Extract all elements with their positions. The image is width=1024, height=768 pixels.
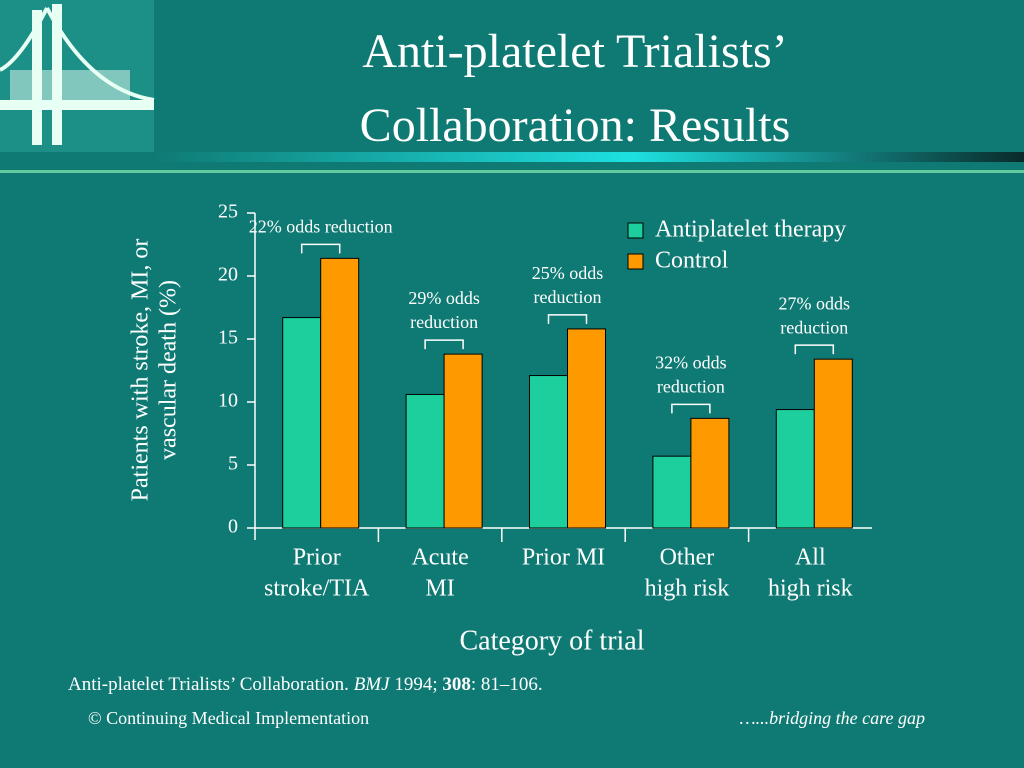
bar	[652, 455, 692, 529]
y-tick-label: 15	[218, 327, 238, 349]
y-tick-label: 20	[218, 264, 238, 286]
reduction-bracket	[300, 243, 341, 254]
annotation: 29% odds	[408, 288, 480, 308]
x-tick-label: high risk	[645, 576, 730, 602]
bar	[405, 393, 445, 529]
annotation: reduction	[657, 377, 725, 397]
title-line: Collaboration: Results	[360, 99, 791, 152]
bar	[320, 257, 360, 529]
citation-text: 1994;	[390, 674, 443, 695]
reduction-bracket	[794, 344, 835, 355]
reduction-bracket	[547, 314, 588, 324]
bar	[567, 328, 606, 529]
bar	[775, 409, 815, 529]
legend-swatch	[627, 222, 644, 239]
bar	[282, 317, 322, 529]
x-tick-label: Acute	[411, 545, 468, 571]
y-tick-label: 10	[218, 390, 238, 412]
citation-journal: BMJ	[354, 674, 391, 695]
legend-swatch	[627, 253, 644, 270]
annotation: reduction	[410, 312, 478, 332]
x-tick-label: All	[795, 545, 826, 571]
y-label-line: vascular death (%)	[156, 280, 182, 460]
citation-volume: 308	[442, 674, 471, 695]
bar	[443, 353, 483, 529]
citation-text: Anti-platelet Trialists’ Collaboration.	[68, 674, 354, 695]
annotation: reduction	[780, 317, 848, 337]
annotation: 32% odds	[655, 353, 727, 373]
x-tick-label: Prior	[293, 545, 341, 571]
y-tick-label: 0	[228, 516, 238, 538]
bar	[690, 417, 730, 529]
reduction-bracket	[671, 403, 711, 414]
header-rule	[0, 170, 1024, 173]
legend-label: Control	[655, 248, 729, 274]
y-label: Patients with stroke, MI, or vascular de…	[128, 239, 182, 502]
x-tick-label: Prior MI	[522, 545, 605, 571]
x-tick-label: high risk	[768, 576, 853, 602]
y-tick-label: 5	[228, 453, 238, 475]
logo	[0, 0, 155, 152]
reduction-bracket	[424, 339, 464, 350]
bar	[529, 375, 568, 529]
header-band	[154, 152, 1024, 162]
annotation: 27% odds	[779, 293, 851, 313]
y-tick-label: 25	[218, 201, 238, 223]
x-tick-label: MI	[425, 576, 454, 602]
citation: Anti-platelet Trialists’ Collaboration. …	[68, 674, 543, 695]
legend-label: Antiplatelet therapy	[655, 217, 846, 243]
annotation: reduction	[534, 287, 602, 307]
x-tick-label: Other	[660, 545, 715, 571]
annotation: 22% odds reduction	[249, 216, 393, 236]
footer-right: …...bridging the care gap	[740, 708, 925, 728]
footer-left: © Continuing Medical Implementation	[88, 708, 369, 728]
title-line: Anti-platelet Trialists’	[362, 25, 787, 78]
bar	[813, 358, 853, 529]
annotation: 25% odds	[532, 263, 604, 283]
citation-text: : 81–106.	[471, 674, 543, 695]
y-label-line: Patients with stroke, MI, or	[128, 239, 154, 502]
x-tick-label: stroke/TIA	[264, 576, 370, 602]
x-label: Category of trial	[459, 625, 644, 656]
